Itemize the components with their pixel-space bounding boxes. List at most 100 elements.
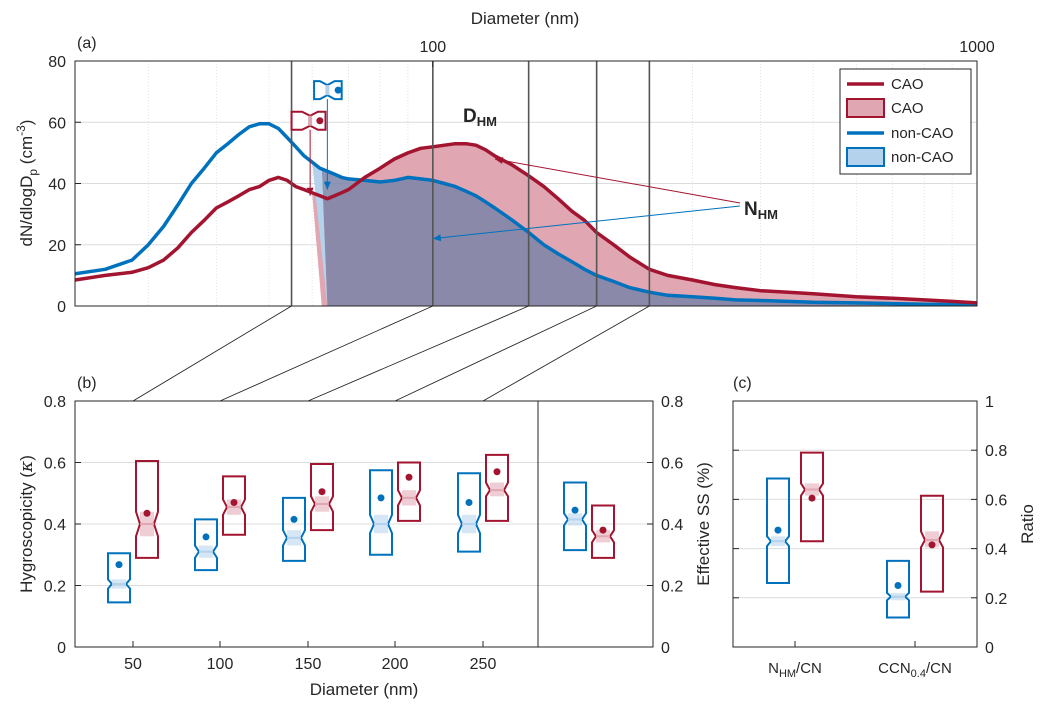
panel-c-ratio: 0 0.2 0.4 0.6 0.8 1 (c) Ratio NHM/CN CCN0.4/C… [732, 375, 1037, 680]
panel-c-boxes [766, 451, 944, 619]
noncao-ratio-box [766, 477, 790, 585]
panel-c-y2tick-label: 0.6 [985, 492, 1007, 509]
connector-line [219, 305, 434, 402]
cao-kappa-box [222, 475, 246, 536]
nhm-noncao-arrow [432, 205, 741, 240]
panel-b-y2tick-label: 0.6 [661, 456, 683, 473]
noncao-kappa-mean-dot [202, 533, 210, 541]
panel-a-size-distribution: 0 20 40 60 80 100 1000 (a) Diameter (nm) dN/dl… [14, 9, 995, 316]
panel-c-y2tick-label: 0.2 [985, 591, 1007, 608]
cao-dhm-mean-dot [316, 117, 324, 125]
panel-b-boxes [107, 453, 615, 604]
noncao-dhm-mean-dot [334, 86, 342, 94]
panel-b-ytick-label: 0.2 [44, 579, 66, 596]
panel-b-xtick-label: 150 [295, 656, 322, 673]
noncao-kappa-mean-dot [290, 515, 298, 523]
panel-b-xtick-label: 200 [382, 656, 409, 673]
panel-b-y2tick-label: 0.2 [661, 579, 683, 596]
panel-a-ytick-label: 40 [48, 177, 66, 194]
panel-a-ylabel: dN/dlogDp (cm-3) [14, 120, 40, 247]
panel-a-xtick-label: 1000 [959, 39, 995, 56]
connector-line [307, 305, 529, 402]
panel-a-label: (a) [77, 35, 97, 52]
cao-kappa-mean-dot [405, 473, 413, 481]
dhm-cao-arrow-head [306, 187, 314, 196]
panel-b-y2tick-label: 0 [661, 640, 670, 657]
noncao-kappa-box [369, 469, 393, 556]
connector-line [482, 305, 650, 402]
panel-c-y2tick-label: 1 [985, 394, 994, 411]
panel-a-vertical-lines [290, 61, 651, 306]
noncao-ratio-mean-dot [894, 582, 902, 589]
panel-a-xlabel: Diameter (nm) [471, 9, 580, 28]
noncao-kappa-mean-dot [115, 561, 123, 569]
cao-kappa-mean-dot [143, 509, 151, 517]
panel-b-hygroscopicity: 0 0 0.2 0.2 0.4 0.4 0.6 0.6 0.8 0.8 50 100 150 200 250… [17, 375, 713, 699]
cao-ratio-box [800, 451, 824, 543]
noncao-kappa-mean-dot [377, 494, 385, 502]
cao-ratio-mean-dot [808, 494, 816, 502]
panel-b-xtick-label: 250 [470, 656, 497, 673]
panel-c-xtick-nhm: NHM/CN [768, 660, 822, 680]
legend-noncao-area-label: non-CAO [891, 149, 954, 166]
cao-kappa-box [485, 453, 509, 522]
legend-cao-area-swatch [846, 98, 885, 118]
panel-b-grid [75, 400, 653, 648]
annotation-nhm: NHM [744, 199, 778, 222]
panel-c-y2tick-label: 0.8 [985, 443, 1007, 460]
panel-c-y2label: Ratio [1018, 504, 1037, 544]
panel-c-y2tick-label: 0.4 [985, 542, 1007, 559]
panel-c-axes-frame [732, 400, 978, 648]
cao-kappa-mean-dot [230, 498, 238, 506]
panel-b-y2tick-label: 0.8 [661, 394, 683, 411]
cao-size-distribution-line [75, 141, 977, 305]
noncao-kappa-box [282, 496, 306, 562]
annotation-dhm: DHM [463, 106, 497, 129]
panel-c-label: (c) [733, 375, 752, 392]
panel-c-xtick-ccn: CCN0.4/CN [878, 660, 952, 680]
noncao-kappa-box [457, 472, 481, 553]
panel-b-xlabel: Diameter (nm) [310, 680, 419, 699]
panel-a-ytick-label: 80 [48, 54, 66, 71]
noncao-kappa-box [563, 481, 587, 552]
legend-noncao-area-swatch [846, 147, 885, 167]
panel-b-ytick-label: 0 [57, 640, 66, 657]
panel-b-label: (b) [77, 375, 97, 392]
panel-b-ytick-label: 0.8 [44, 394, 66, 411]
panel-b-xtick-label: 100 [207, 656, 234, 673]
noncao-onset-sliver [312, 162, 328, 306]
noncao-kappa-box [194, 518, 218, 572]
cao-kappa-mean-dot [493, 468, 501, 476]
cao-ratio-mean-dot [928, 541, 936, 549]
cao-kappa-box [591, 504, 615, 559]
legend-cao-area-label: CAO [891, 100, 924, 117]
panel-c-y2tick-label: 0 [985, 640, 994, 657]
panel-c-ticks: 0 0.2 0.4 0.6 0.8 1 [733, 394, 1007, 657]
panel-a-lines [75, 122, 977, 306]
noncao-ratio-box [886, 559, 910, 619]
panel-a-ytick-label: 20 [48, 238, 66, 255]
nhm-noncao-arrow-head [432, 234, 442, 242]
panel-c-grid [733, 400, 977, 648]
cao-kappa-box [310, 463, 334, 532]
panel-connector-lines [132, 305, 650, 402]
panel-b-y2label: Effective SS (%) [694, 462, 713, 585]
dhm-noncao-arrow-head [323, 181, 331, 190]
panel-b-xtick-label: 50 [124, 656, 142, 673]
panel-a-legend: CAO CAO non-CAO non-CAO [839, 68, 972, 175]
legend-cao-line-label: CAO [891, 76, 924, 93]
panel-b-ylabel: Hygroscopicity (κ) [17, 455, 37, 593]
panel-b-ytick-label: 0.6 [44, 456, 66, 473]
panel-a-arrows [306, 99, 741, 242]
nhm-cao-arrow [494, 158, 741, 204]
connector-line [394, 305, 597, 402]
panel-b-ytick-label: 0.4 [44, 517, 66, 534]
noncao-kappa-mean-dot [571, 506, 579, 514]
panel-b-y2tick-label: 0.4 [661, 517, 683, 534]
cao-kappa-box [135, 459, 159, 559]
cao-ratio-box [920, 494, 944, 593]
cao-kappa-mean-dot [599, 526, 607, 534]
connector-line [132, 305, 292, 402]
panel-a-xtick-label: 100 [419, 39, 446, 56]
